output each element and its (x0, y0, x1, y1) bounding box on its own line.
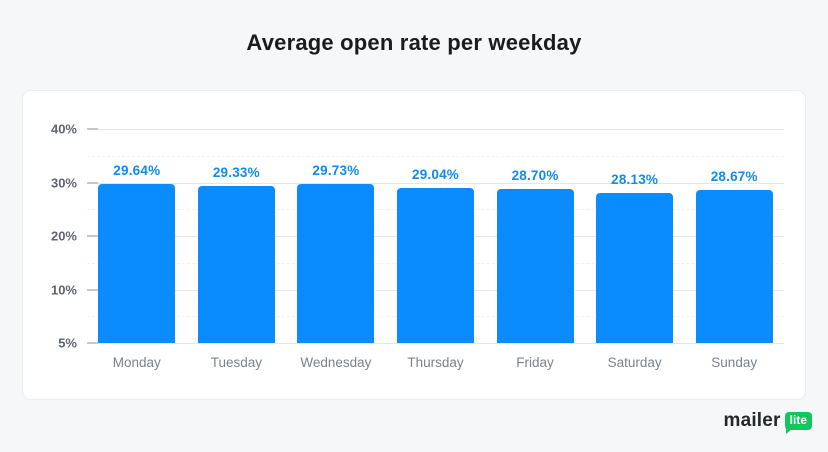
gridline-major (87, 129, 784, 130)
plot-area: 40% 30% 20% 10% 5% 29.64% Monday 29.33% Tuesday 2… (51, 122, 784, 370)
y-axis-label: 10% (50, 282, 77, 297)
x-axis-label: Saturday (607, 355, 662, 370)
bar-value-label: 28.70% (511, 168, 559, 184)
bar (596, 192, 674, 343)
bar (197, 186, 275, 343)
y-axis-tick (87, 288, 98, 291)
y-axis-tick (87, 235, 98, 237)
x-axis-label: Monday (112, 355, 161, 370)
bar (297, 183, 375, 343)
bar-value-label: 29.04% (412, 166, 459, 182)
y-axis-tick (87, 342, 98, 344)
chart-title: Average open rate per weekday (246, 30, 582, 55)
y-axis-tick (87, 128, 98, 130)
x-axis-label: Wednesday (300, 355, 372, 370)
y-axis-label: 30% (50, 175, 77, 190)
gridline-major (87, 182, 784, 184)
gridline-major (87, 343, 784, 344)
bar (695, 189, 773, 343)
y-axis-label: 40% (50, 121, 77, 137)
gridline-minor (87, 155, 784, 157)
y-axis-label: 20% (50, 228, 77, 244)
logo-wordmark: mailer (723, 410, 781, 431)
bar (397, 187, 474, 343)
logo-lite-badge: lite (784, 412, 812, 434)
mailerlite-logo: mailer lite (723, 408, 812, 434)
bar-value-label: 28.67% (710, 168, 758, 184)
chart-card: 40% 30% 20% 10% 5% 29.64% Monday 29.33% Tuesday 2… (22, 90, 806, 400)
x-axis-label: Tuesday (210, 355, 262, 370)
bar (98, 184, 176, 343)
bar (496, 189, 574, 343)
bar-value-label: 29.64% (113, 163, 161, 179)
x-axis-label: Sunday (711, 355, 758, 370)
bar-value-label: 29.33% (212, 165, 260, 181)
x-axis-label: Thursday (407, 355, 464, 370)
x-axis-label: Friday (516, 355, 554, 370)
y-axis-tick (87, 181, 98, 184)
y-axis-label: 5% (58, 335, 77, 351)
bar-value-label: 28.13% (611, 171, 659, 187)
bar-value-label: 29.73% (312, 162, 360, 178)
